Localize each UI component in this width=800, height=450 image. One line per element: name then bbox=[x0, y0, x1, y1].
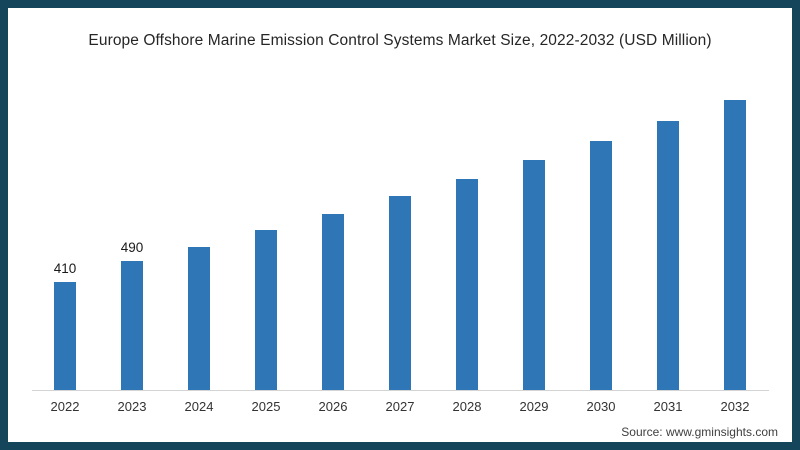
x-tick-2022: 2022 bbox=[50, 399, 80, 414]
bar-2028 bbox=[456, 178, 478, 390]
bar-2031 bbox=[657, 120, 679, 390]
x-tick-2031: 2031 bbox=[653, 399, 683, 414]
x-tick-2029: 2029 bbox=[519, 399, 549, 414]
bar-2027 bbox=[389, 195, 411, 390]
data-label-2023: 490 bbox=[120, 240, 144, 256]
x-tick-2027: 2027 bbox=[385, 399, 415, 414]
bar-2025 bbox=[255, 229, 277, 390]
bar-2026 bbox=[322, 214, 344, 390]
x-tick-2028: 2028 bbox=[452, 399, 482, 414]
source-attribution: Source: www.gminsights.com bbox=[621, 425, 778, 439]
x-tick-2032: 2032 bbox=[720, 399, 750, 414]
x-tick-2025: 2025 bbox=[251, 399, 281, 414]
x-tick-2026: 2026 bbox=[318, 399, 348, 414]
bar-2032 bbox=[724, 100, 746, 390]
chart-title: Europe Offshore Marine Emission Control … bbox=[88, 32, 712, 49]
bar-2024 bbox=[188, 246, 210, 390]
bar-2030 bbox=[590, 140, 612, 390]
bar-2029 bbox=[523, 160, 545, 390]
x-tick-2030: 2030 bbox=[586, 399, 616, 414]
data-label-2022: 410 bbox=[53, 261, 77, 277]
x-tick-2023: 2023 bbox=[117, 399, 147, 414]
bar-2023 bbox=[121, 261, 143, 390]
x-tick-2024: 2024 bbox=[184, 399, 214, 414]
bar-2022 bbox=[54, 282, 76, 390]
x-axis-line bbox=[32, 390, 769, 391]
